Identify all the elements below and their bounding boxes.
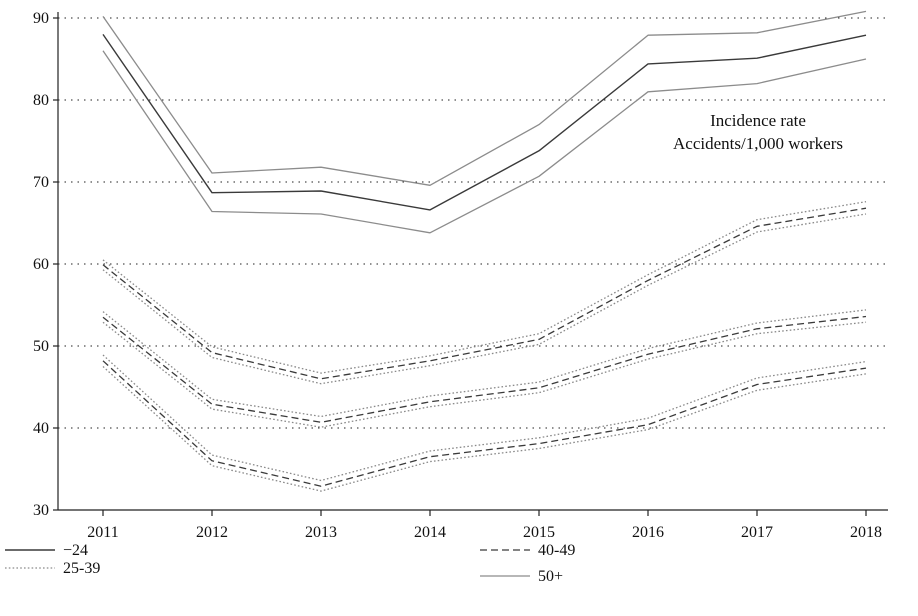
y-tick-label-40: 40 — [33, 420, 49, 437]
x-tick-label-2016: 2016 — [632, 524, 664, 541]
annotation-line-2: Accidents/1,000 workers — [673, 134, 843, 153]
x-tick-label-2014: 2014 — [414, 524, 446, 541]
x-tick-label-2013: 2013 — [305, 524, 337, 541]
axes: 30 40 50 60 70 80 90 2011 2012 2013 2014 2015 2016 20… — [33, 10, 888, 541]
x-tick-label-2017: 2017 — [741, 524, 773, 541]
series-lines — [102, 10, 867, 492]
series-line-group3-center — [102, 315, 867, 423]
x-tick-label-2012: 2012 — [196, 524, 228, 541]
y-tick-label-60: 60 — [33, 256, 49, 273]
legend-label-3: 40-49 — [538, 542, 575, 559]
series-line-group3-lower — [102, 321, 867, 428]
x-tick-label-2018: 2018 — [850, 524, 882, 541]
series-line-group4-lower — [102, 366, 867, 492]
series-line-group1-upper — [102, 10, 867, 186]
series-line-group1-lower — [102, 50, 867, 234]
legend-label-2: 25-39 — [63, 560, 100, 577]
series-line-group2-upper — [102, 201, 867, 374]
gridlines — [58, 17, 888, 429]
x-tick-label-2015: 2015 — [523, 524, 555, 541]
y-tick-label-70: 70 — [33, 174, 49, 191]
y-tick-label-90: 90 — [33, 10, 49, 27]
series-line-group4-center — [102, 360, 867, 487]
series-line-group3-upper — [102, 309, 867, 418]
series-line-group1-center — [102, 34, 867, 211]
series-line-group2-center — [102, 207, 867, 380]
y-tick-label-30: 30 — [33, 502, 49, 519]
annotation-line-1: Incidence rate — [710, 111, 806, 130]
legend-label-1: −24 — [63, 542, 88, 559]
series-line-group2-lower — [102, 213, 867, 385]
legend-label-4: 50+ — [538, 568, 563, 585]
x-tick-label-2011: 2011 — [87, 524, 118, 541]
y-tick-label-80: 80 — [33, 92, 49, 109]
y-tick-label-50: 50 — [33, 338, 49, 355]
series-line-group4-upper — [102, 354, 867, 482]
annotation: Incidence rate Accidents/1,000 workers — [673, 111, 843, 153]
